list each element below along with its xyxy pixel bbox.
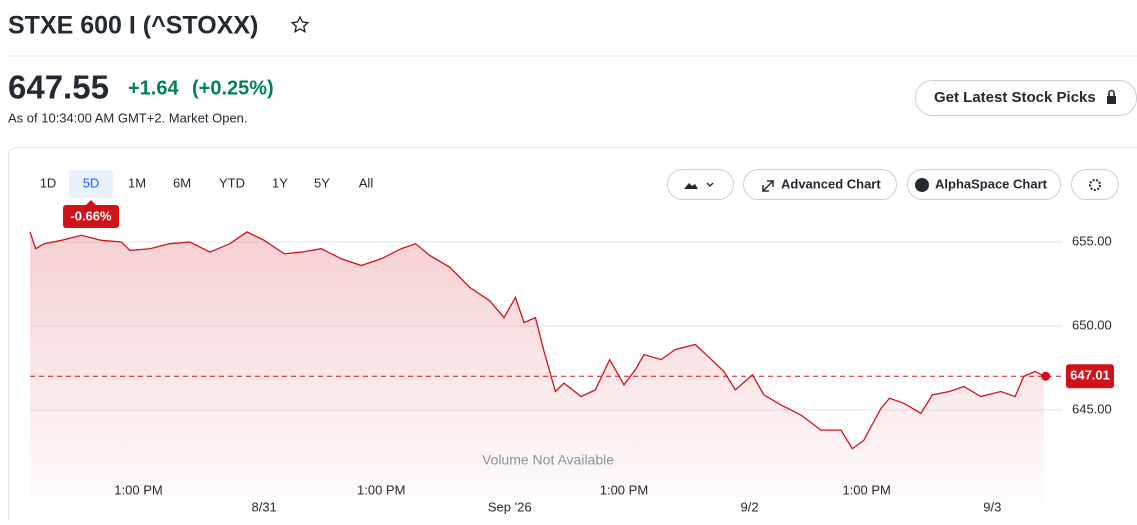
range-button[interactable]: 1M [128,175,146,190]
settings-button[interactable] [1072,170,1119,200]
as-of: As of 10:34:00 AM GMT+2. Market Open. [8,110,248,125]
range-button[interactable]: 5D [83,175,100,190]
alpha-icon [915,178,929,192]
range-button[interactable]: 5Y [314,175,330,190]
range-button[interactable]: All [359,175,374,190]
star[interactable] [292,17,308,32]
range-button[interactable]: YTD [219,175,245,190]
badge-pointer [86,200,96,205]
range-button[interactable]: 1Y [272,175,288,190]
change-pct: (+0.25%) [192,77,274,99]
alphaspace-label: AlphaSpace Chart [935,176,1048,191]
period-change: -0.66% [70,208,112,223]
chart-type-button[interactable] [668,170,734,200]
price: 647.55 [8,69,109,106]
y-tick-label: 655.00 [1072,233,1112,248]
range-button[interactable]: 6M [173,175,191,190]
y-tick-label: 645.00 [1072,401,1112,416]
y-tick-label: 650.00 [1072,317,1112,332]
last-point [1041,372,1050,381]
range-button[interactable]: 1D [40,175,57,190]
cta-label: Get Latest Stock Picks [934,89,1096,106]
lock-icon [1107,96,1116,104]
change: +1.64 [128,77,179,99]
last-price-label: 647.01 [1070,368,1110,383]
volume-note: Volume Not Available [482,452,614,468]
title: STXE 600 I (^STOXX) [8,12,258,40]
advanced-chart-label: Advanced Chart [781,176,881,191]
